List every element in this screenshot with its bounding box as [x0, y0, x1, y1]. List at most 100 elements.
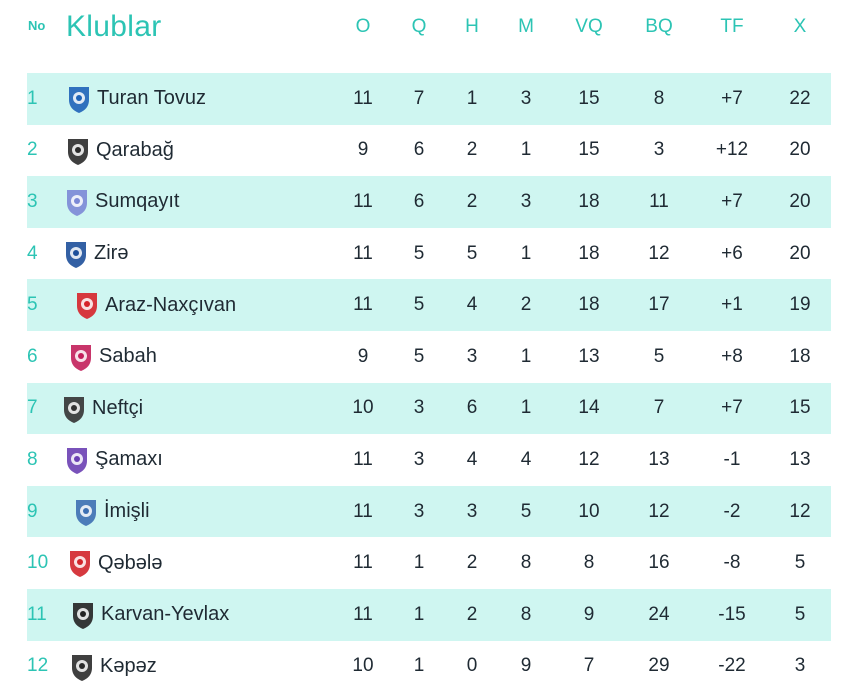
stat-wins: 6	[413, 190, 425, 212]
team-name[interactable]: Araz-Naxçıvan	[105, 293, 237, 316]
table-row[interactable]: 12 Kəpəz 10 1 0 9 7 29 -22 3	[27, 641, 831, 693]
table-row[interactable]: 7 Neftçi 10 3 6 1 14 7 +7 15	[27, 382, 831, 435]
stat-played: 9	[357, 345, 369, 367]
qarabag-crest-icon	[68, 138, 88, 165]
stat-points: 20	[789, 242, 811, 264]
team-name[interactable]: Sabah	[99, 345, 157, 368]
araz-naxcivan-crest-icon	[77, 293, 97, 320]
stat-goal-diff: -15	[718, 603, 746, 625]
stat-goal-diff: -1	[723, 448, 741, 470]
stat-points: 20	[789, 139, 811, 161]
stat-draws: 5	[466, 242, 478, 264]
team-name[interactable]: Şamaxı	[95, 448, 163, 471]
stat-wins: 6	[413, 139, 425, 161]
stat-goals-against: 3	[653, 139, 665, 161]
row-rank: 6	[27, 345, 38, 367]
row-rank: 8	[27, 448, 38, 470]
stat-points: 3	[794, 655, 806, 677]
stat-goals-for: 18	[578, 294, 600, 316]
kepez-crest-icon	[72, 654, 92, 681]
stat-goal-diff: +1	[721, 294, 743, 316]
header-goal-diff: TF	[720, 16, 744, 37]
stat-wins: 1	[413, 603, 425, 625]
stat-points: 15	[789, 397, 811, 419]
team-name[interactable]: Zirə	[94, 242, 129, 265]
stat-losses: 3	[520, 87, 532, 109]
table-row[interactable]: 1 Turan Tovuz 11 7 1 3 15 8 +7 22	[27, 73, 831, 125]
stat-played: 11	[353, 190, 373, 212]
team-name[interactable]: Karvan-Yevlax	[101, 603, 230, 626]
table-row[interactable]: 10 Qəbələ 11 1 2 8 8 16 -8 5	[27, 537, 831, 589]
row-rank: 11	[27, 603, 47, 625]
stat-wins: 3	[413, 448, 425, 470]
stat-points: 22	[789, 87, 811, 109]
header-wins: Q	[411, 16, 427, 37]
turan-tovuz-crest-icon	[69, 87, 89, 113]
stat-losses: 3	[520, 190, 532, 212]
team-name[interactable]: Kəpəz	[100, 654, 157, 677]
sabah-crest-icon	[71, 344, 91, 371]
stat-points: 19	[789, 294, 811, 316]
stat-points: 18	[789, 345, 811, 367]
team-name[interactable]: Qarabağ	[96, 138, 174, 161]
team-name[interactable]: Neftçi	[92, 396, 144, 419]
stat-draws: 3	[466, 500, 478, 522]
table-row[interactable]: 5 Araz-Naxçıvan 11 5 4 2 18 17 +1 19	[27, 279, 831, 331]
stat-goals-for: 14	[578, 397, 600, 419]
row-rank: 1	[27, 87, 38, 109]
stat-goals-against: 11	[649, 190, 669, 212]
stat-wins: 5	[413, 345, 425, 367]
stat-draws: 2	[466, 190, 478, 212]
table-row[interactable]: 6 Sabah 9 5 3 1 13 5 +8 18	[27, 331, 831, 383]
row-rank: 2	[27, 139, 38, 161]
header-played: O	[355, 16, 371, 37]
stat-draws: 6	[466, 397, 478, 419]
row-rank: 3	[27, 190, 38, 212]
table-header: No Klublar O Q H M VQ BQ TF X	[0, 0, 854, 60]
stat-goals-for: 12	[578, 448, 600, 470]
stat-losses: 8	[520, 603, 532, 625]
header-draws: H	[465, 16, 479, 37]
table-row[interactable]: 11 Karvan-Yevlax 11 1 2 8 9 24 -15 5	[27, 588, 831, 641]
stat-played: 9	[357, 139, 369, 161]
stat-goals-against: 12	[648, 500, 670, 522]
stat-goals-against: 8	[653, 87, 665, 109]
stat-goals-for: 13	[578, 345, 600, 367]
stat-goal-diff: +7	[721, 87, 743, 109]
row-rank: 5	[27, 294, 38, 316]
stat-wins: 1	[413, 552, 425, 574]
row-rank: 4	[27, 242, 38, 264]
stat-goal-diff: +12	[715, 139, 749, 161]
stat-played: 10	[352, 397, 374, 419]
stat-draws: 4	[466, 294, 478, 316]
stat-draws: 4	[466, 448, 478, 470]
stat-goals-for: 15	[578, 87, 600, 109]
team-name[interactable]: İmişli	[104, 500, 150, 523]
team-name[interactable]: Sumqayıt	[95, 190, 180, 213]
stat-goal-diff: -8	[723, 552, 741, 574]
stat-wins: 5	[413, 242, 425, 264]
stat-goals-against: 17	[648, 294, 670, 316]
team-name[interactable]: Turan Tovuz	[97, 87, 206, 110]
stat-goal-diff: -22	[718, 655, 746, 677]
karvan-yevlax-crest-icon	[73, 602, 93, 629]
table-row[interactable]: 4 Zirə 11 5 5 1 18 12 +6 20	[27, 228, 831, 280]
stat-losses: 1	[520, 242, 532, 264]
table-row[interactable]: 9 İmişli 11 3 3 5 10 12 -2 12	[27, 485, 831, 538]
header-losses: M	[518, 16, 534, 37]
table-row[interactable]: 3 Sumqayıt 11 6 2 3 18 11 +7 20	[27, 176, 831, 228]
stat-goals-against: 24	[648, 603, 670, 625]
team-name[interactable]: Qəbələ	[98, 551, 163, 574]
table-row[interactable]: 8 Şamaxı 11 3 4 4 12 13 -1 13	[27, 434, 831, 486]
header-points: X	[793, 16, 807, 37]
stat-played: 11	[353, 242, 373, 264]
row-rank: 12	[27, 655, 49, 677]
zire-crest-icon	[66, 241, 86, 268]
row-rank: 7	[27, 397, 38, 419]
stat-goals-against: 7	[653, 397, 665, 419]
neftci-crest-icon	[64, 396, 84, 423]
stat-goal-diff: +7	[721, 190, 743, 212]
stat-played: 11	[353, 500, 373, 522]
stat-played: 11	[353, 603, 373, 625]
table-row[interactable]: 2 Qarabağ 9 6 2 1 15 3 +12 20	[27, 125, 831, 177]
